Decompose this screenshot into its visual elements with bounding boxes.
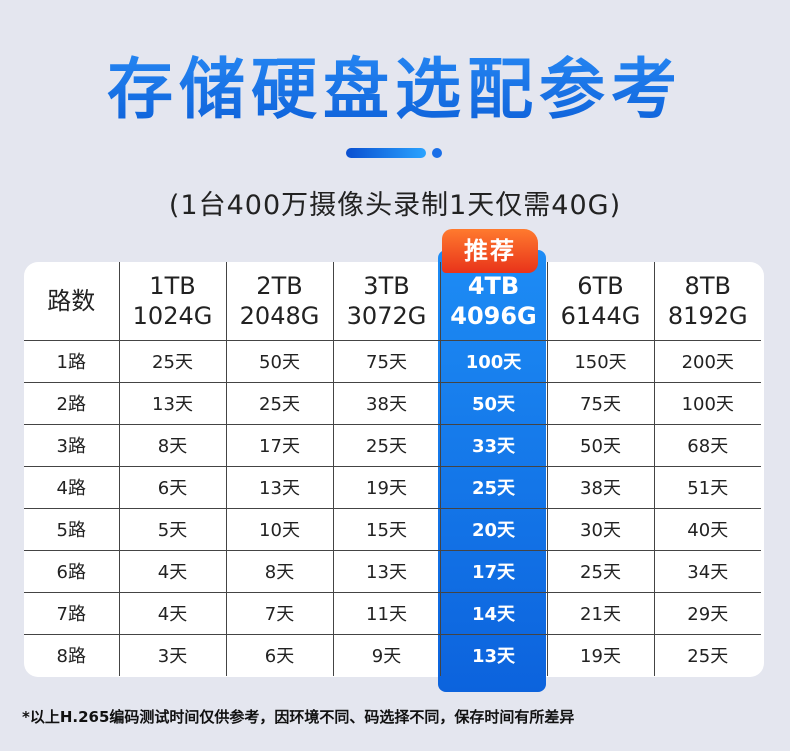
table-cell: 13天: [226, 466, 334, 509]
header-size: 6144G: [560, 301, 641, 330]
table-cell: 100天: [440, 340, 548, 383]
table-cell: 75天: [333, 340, 441, 383]
page-title: 存储硬盘选配参考: [0, 36, 790, 132]
table-cell: 25天: [440, 466, 548, 509]
header-3tb: 3TB 3072G: [333, 262, 441, 341]
row-label: 4路: [24, 466, 120, 509]
storage-table: 路数 1TB 1024G 2TB 2048G 3TB 3072G 4TB 4096G 6…: [24, 262, 761, 676]
table-cell: 40天: [654, 508, 761, 551]
divider-bar: [346, 148, 426, 158]
header-1tb: 1TB 1024G: [119, 262, 227, 341]
table-cell: 50天: [440, 382, 548, 425]
table-cell: 11天: [333, 592, 441, 635]
table-cell: 38天: [547, 466, 655, 509]
table-cell: 3天: [119, 634, 227, 676]
header-8tb: 8TB 8192G: [654, 262, 761, 341]
table-cell: 6天: [226, 634, 334, 676]
table-cell: 5天: [119, 508, 227, 551]
table-row: 4路 6天 13天 19天 25天 38天 51天: [24, 466, 761, 509]
table-cell: 34天: [654, 550, 761, 593]
table-cell: 29天: [654, 592, 761, 635]
table-cell: 19天: [333, 466, 441, 509]
table-row: 5路 5天 10天 15天 20天 30天 40天: [24, 508, 761, 551]
table-cell: 25天: [547, 550, 655, 593]
table-cell: 13天: [333, 550, 441, 593]
table-cell: 200天: [654, 340, 761, 383]
table-cell: 17天: [440, 550, 548, 593]
table-cell: 13天: [440, 634, 548, 676]
row-label: 2路: [24, 382, 120, 425]
table-cell: 25天: [687, 646, 729, 668]
table-cell: 25天: [333, 424, 441, 467]
header-cap: 4TB: [467, 271, 520, 300]
table-cell: 75天: [547, 382, 655, 425]
header-size: 1024G: [132, 301, 213, 330]
row-label: 8路: [24, 634, 120, 676]
table-row: 7路 4天 7天 11天 14天 21天 29天: [24, 592, 761, 635]
row-label: 3路: [24, 424, 120, 467]
header-cap: 2TB: [256, 271, 303, 300]
table-cell: 30天: [547, 508, 655, 551]
header-size: 2048G: [239, 301, 320, 330]
table-cell: 19天: [547, 634, 655, 676]
table-cell: 100天: [654, 382, 761, 425]
header-cap: 1TB: [149, 271, 196, 300]
table-cell: 21天: [547, 592, 655, 635]
table-cell: 4天: [119, 550, 227, 593]
table-cell: 6天: [119, 466, 227, 509]
subtitle: (1台400万摄像头录制1天仅需40G): [168, 190, 622, 221]
header-cap: 3TB: [363, 271, 410, 300]
table-cell: 150天: [547, 340, 655, 383]
table-cell: 51天: [654, 466, 761, 509]
divider-dot: [432, 148, 442, 158]
table-cell: 8天: [119, 424, 227, 467]
table-cell: 13天: [119, 382, 227, 425]
table-header-row: 路数 1TB 1024G 2TB 2048G 3TB 3072G 4TB 4096G 6…: [24, 262, 761, 341]
table-cell: 38天: [333, 382, 441, 425]
table-cell: 15天: [333, 508, 441, 551]
table-cell: 4天: [119, 592, 227, 635]
row-label: 7路: [24, 592, 120, 635]
table-cell: 25天: [119, 340, 227, 383]
table-cell: 7天: [226, 592, 334, 635]
header-size: 3072G: [346, 301, 427, 330]
header-corner: 路数: [24, 262, 120, 341]
table-cell: 25天: [226, 382, 334, 425]
table-row: 8路 3天 6天 9天 13天 19天 25天: [24, 634, 761, 676]
header-size: 8192G: [667, 301, 748, 330]
header-6tb: 6TB 6144G: [547, 262, 655, 341]
table-cell: 33天: [440, 424, 548, 467]
table-row: 3路 8天 17天 25天 33天 50天 68天: [24, 424, 761, 467]
recommended-badge: 推荐: [442, 229, 538, 273]
row-label: 6路: [24, 550, 120, 593]
table-cell: 17天: [226, 424, 334, 467]
table-cell: 9天: [333, 634, 441, 676]
table-row: 6路 4天 8天 13天 17天 25天 34天: [24, 550, 761, 593]
footnote: *以上H.265编码测试时间仅供参考，因环境不同、码选择不同，保存时间有所差异: [22, 708, 575, 726]
header-4tb: 4TB 4096G: [440, 262, 548, 341]
table-cell: 10天: [226, 508, 334, 551]
table-cell: 50天: [547, 424, 655, 467]
table-row: 2路 13天 25天 38天 50天 75天 100天: [24, 382, 761, 425]
header-cap: 8TB: [684, 271, 731, 300]
table-cell: 8天: [226, 550, 334, 593]
table-cell: 68天: [654, 424, 761, 467]
header-2tb: 2TB 2048G: [226, 262, 334, 341]
header-size: 4096G: [450, 301, 537, 330]
row-label: 1路: [24, 340, 120, 383]
table-cell: 20天: [440, 508, 548, 551]
table-cell: 50天: [226, 340, 334, 383]
header-cap: 6TB: [577, 271, 624, 300]
table-row: 1路 25天 50天 75天 100天 150天 200天: [24, 340, 761, 383]
table-cell: 14天: [440, 592, 548, 635]
row-label: 5路: [24, 508, 120, 551]
